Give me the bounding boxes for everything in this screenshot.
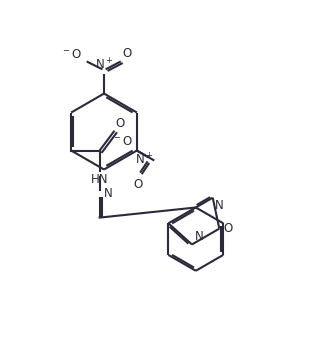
Text: O: O xyxy=(223,222,232,235)
Text: N: N xyxy=(194,230,203,243)
Text: O: O xyxy=(116,117,125,130)
Text: N$^+$: N$^+$ xyxy=(95,58,113,73)
Text: HN: HN xyxy=(91,173,109,186)
Text: O: O xyxy=(133,178,142,191)
Text: $^-$O: $^-$O xyxy=(112,135,133,148)
Text: N: N xyxy=(215,199,224,212)
Text: $^-$O: $^-$O xyxy=(61,48,82,61)
Text: N$^+$: N$^+$ xyxy=(135,153,153,168)
Text: O: O xyxy=(122,47,131,61)
Text: N: N xyxy=(103,187,112,200)
